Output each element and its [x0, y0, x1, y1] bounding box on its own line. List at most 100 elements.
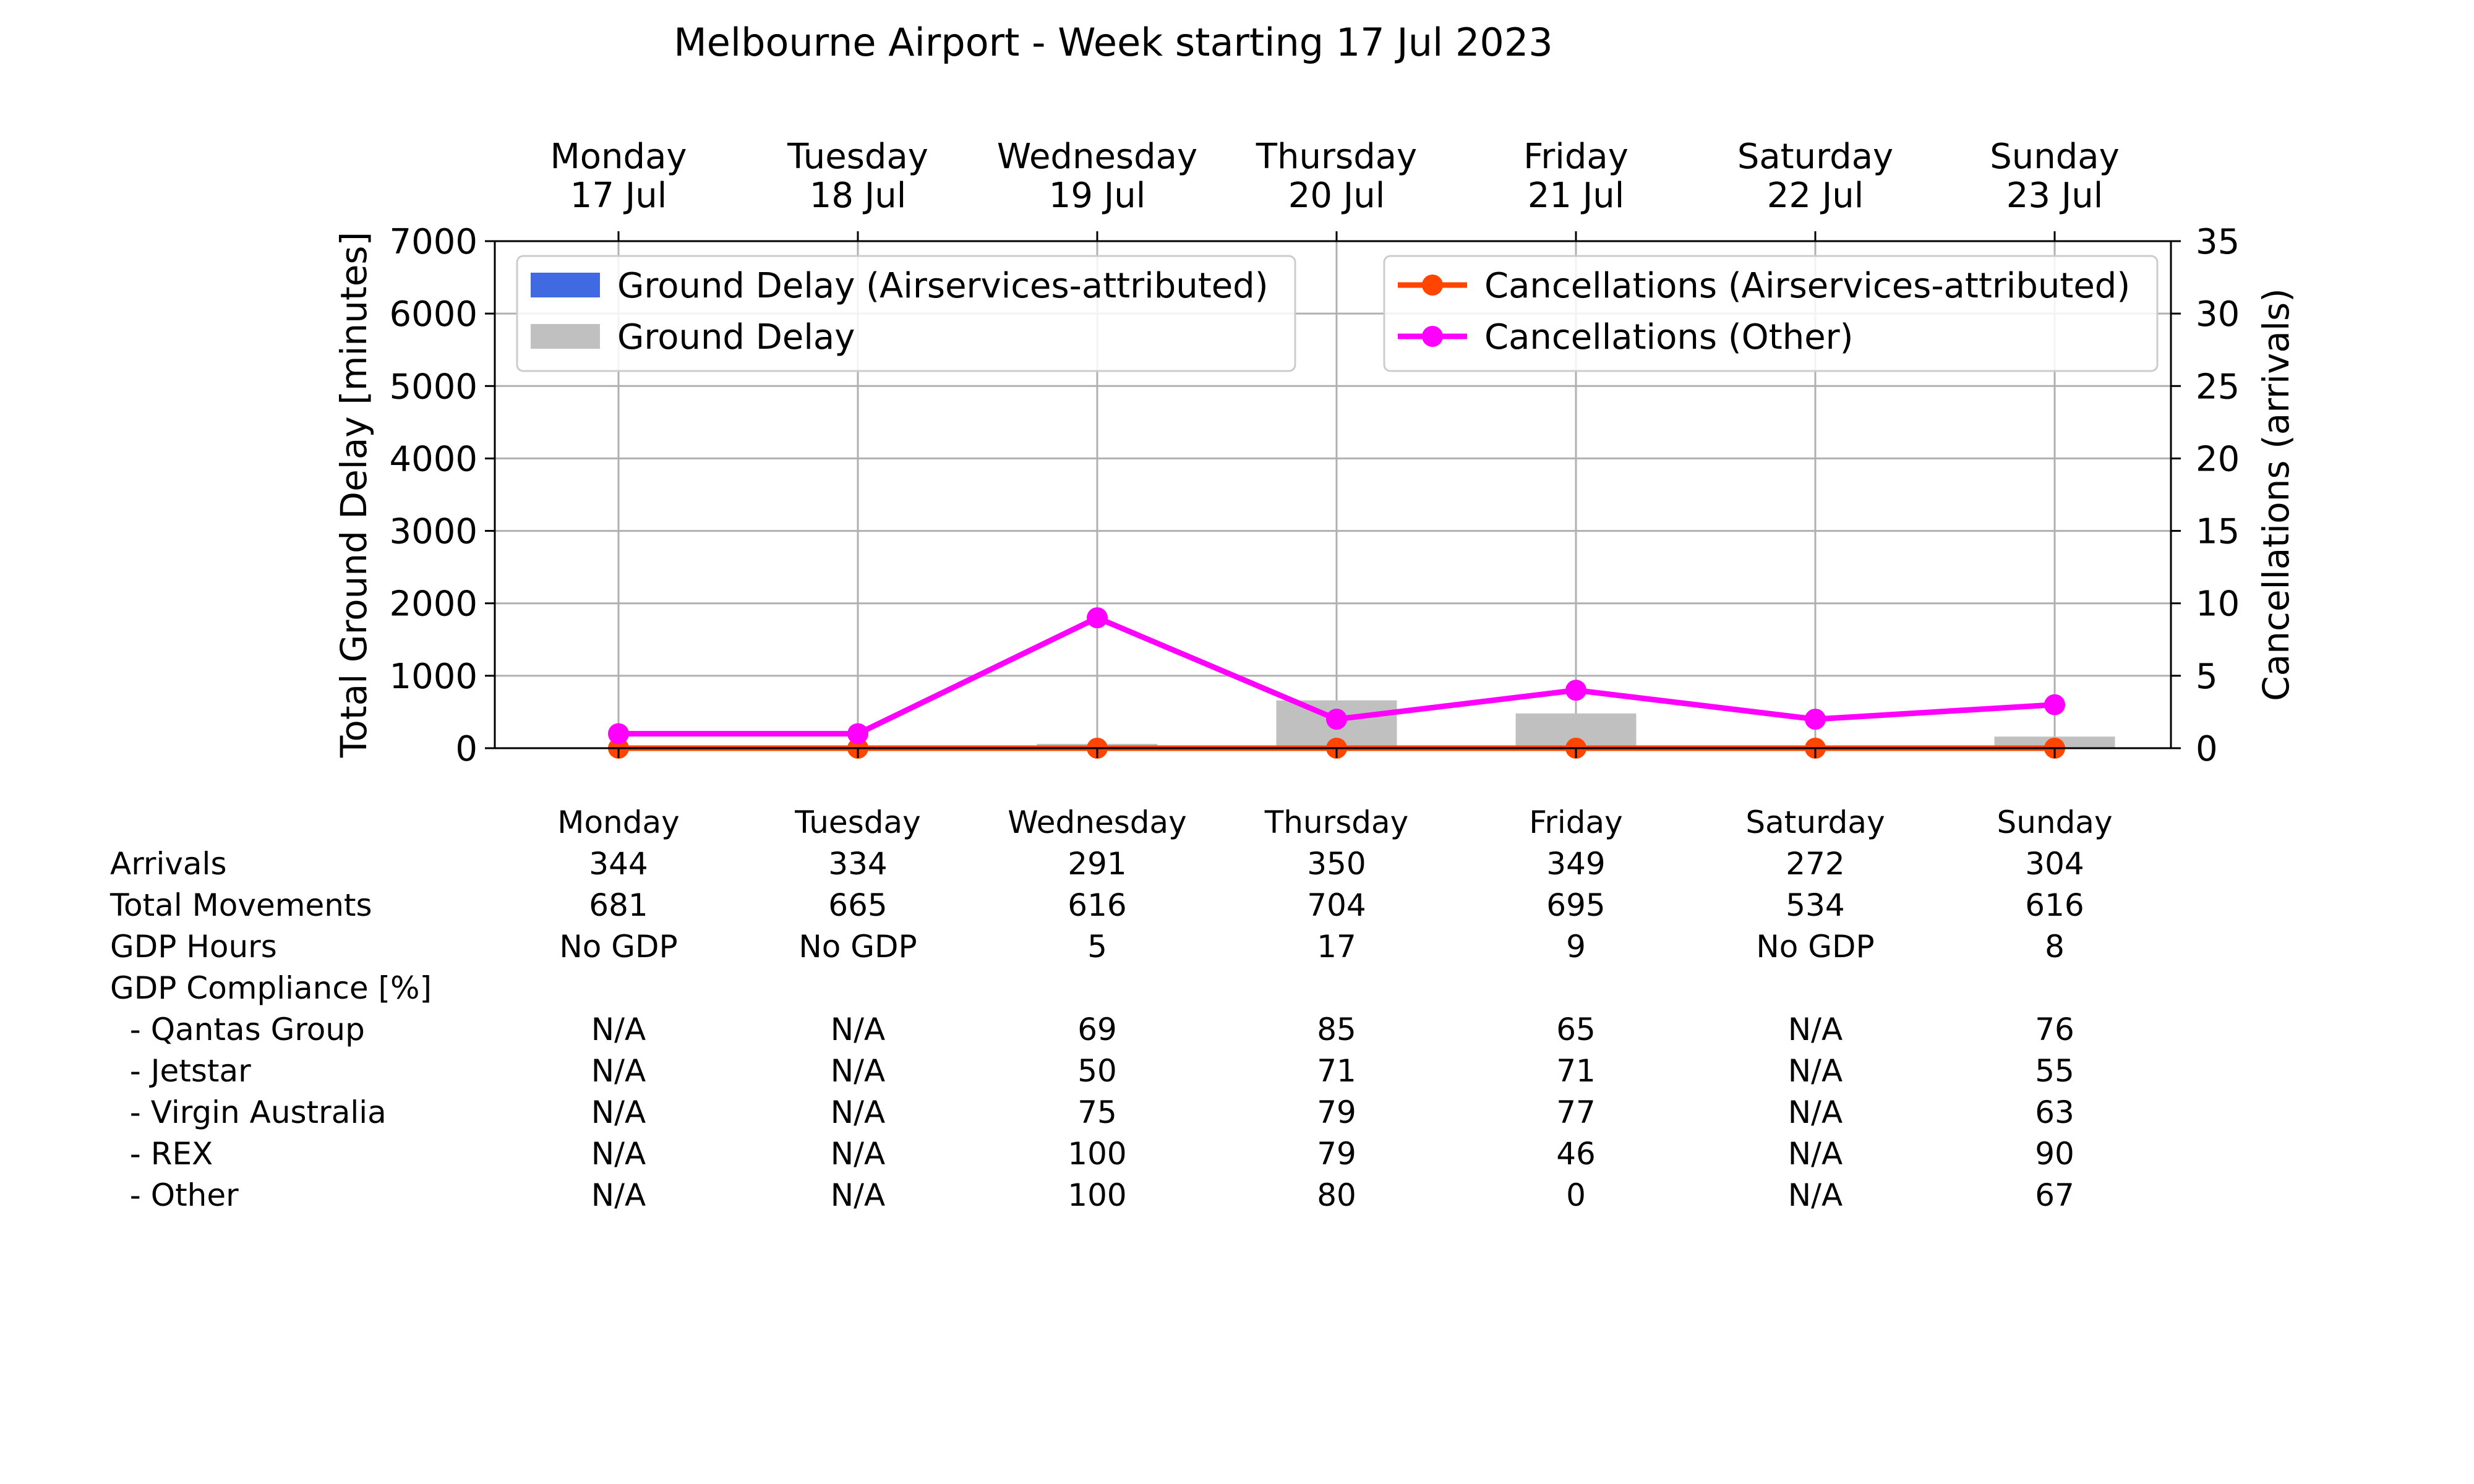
table-cell: N/A [830, 1094, 886, 1130]
y-tick-label: 3000 [389, 512, 477, 552]
table-cell: 75 [1077, 1094, 1117, 1130]
data-point [1565, 680, 1586, 701]
table-row-label: GDP Hours [110, 929, 277, 965]
table-cell: 76 [2035, 1012, 2074, 1047]
table-cell: No GDP [798, 929, 917, 965]
y2-tick-label: 25 [2196, 367, 2240, 407]
legend-label: Ground Delay (Airservices-attributed) [617, 266, 1269, 306]
legend-right: Cancellations (Airservices-attributed) Ca… [1383, 255, 2159, 372]
table-cell: 100 [1068, 1136, 1127, 1172]
table-row-label: - Qantas Group [110, 1012, 365, 1047]
legend-box [1383, 255, 2159, 372]
y-axis-left: 0 1000 2000 3000 4000 5000 6000 7000 [389, 222, 495, 769]
table-cell: No GDP [1756, 929, 1875, 965]
chart-plot: Melbourne Airport - Week starting 17 Jul… [333, 20, 2297, 769]
table-row-label: GDP Compliance [%] [110, 970, 432, 1006]
legend-marker [1422, 275, 1443, 296]
y2-tick-label: 20 [2196, 439, 2240, 479]
x-axis-top: Monday 17 Jul Tuesday 18 Jul Wednesday 19 Jul… [550, 137, 2120, 758]
y2-tick-label: 15 [2196, 512, 2240, 552]
table-row-label: - REX [110, 1136, 213, 1172]
legend-box [516, 255, 1296, 372]
legend-swatch [531, 324, 600, 349]
table-row-label: Arrivals [110, 846, 227, 882]
table-cell: 695 [1546, 887, 1606, 923]
table-cell: 77 [1556, 1094, 1596, 1130]
table-cell: N/A [830, 1012, 886, 1047]
table-cell: 350 [1307, 846, 1366, 882]
table-cell: 46 [1556, 1136, 1596, 1172]
table-cell: N/A [591, 1012, 646, 1047]
table-cell: 79 [1317, 1136, 1356, 1172]
table-column-header: Thursday [1264, 804, 1409, 840]
y-axis-label: Total Ground Delay [minutes] [333, 232, 375, 758]
y2-tick-label: 35 [2196, 222, 2240, 262]
table-cell: 534 [1786, 887, 1845, 923]
legend-left: Ground Delay (Airservices-attributed) Gro… [516, 255, 1296, 372]
table-cell: 334 [828, 846, 888, 882]
y-tick-label: 0 [455, 729, 477, 769]
table-cell: 5 [1087, 929, 1107, 965]
table-row-label: - Virgin Australia [110, 1094, 387, 1130]
legend-label: Cancellations (Airservices-attributed) [1484, 266, 2130, 306]
table-cell: 304 [2025, 846, 2084, 882]
table-cell: 67 [2035, 1177, 2074, 1213]
table-cell: 0 [1566, 1177, 1586, 1213]
legend-label: Ground Delay [617, 317, 855, 357]
table-cell: N/A [591, 1094, 646, 1130]
y2-axis-label: Cancellations (arrivals) [2255, 288, 2297, 701]
data-point [608, 723, 629, 744]
y2-tick-label: 0 [2196, 729, 2218, 769]
table-cell: 291 [1068, 846, 1127, 882]
table-cell: 344 [589, 846, 648, 882]
table-cell: 704 [1307, 887, 1366, 923]
x-tick-label: Saturday 22 Jul [1737, 137, 1893, 216]
table-cell: 55 [2035, 1053, 2074, 1089]
data-point [1087, 607, 1108, 629]
chart-title: Melbourne Airport - Week starting 17 Jul… [674, 20, 1552, 65]
y-axis-right: 0 5 10 15 20 25 30 35 [2171, 222, 2240, 769]
table-cell: N/A [1787, 1136, 1843, 1172]
table-cell: N/A [591, 1136, 646, 1172]
table-row-label: - Jetstar [110, 1053, 251, 1089]
table-cell: 665 [828, 887, 888, 923]
table-cell: 9 [1566, 929, 1586, 965]
legend-marker [1422, 326, 1443, 347]
table-cell: 63 [2035, 1094, 2074, 1130]
table-cell: 272 [1786, 846, 1845, 882]
table-column-header: Sunday [1997, 804, 2113, 840]
table-cell: 681 [589, 887, 648, 923]
x-tick-label: Tuesday 18 Jul [787, 137, 928, 216]
x-tick-label: Thursday 20 Jul [1256, 137, 1417, 216]
table-cell: 8 [2045, 929, 2065, 965]
x-tick-label: Wednesday 19 Jul [997, 137, 1197, 216]
y-tick-label: 1000 [389, 657, 477, 697]
table-cell: N/A [830, 1136, 886, 1172]
table-cell: 71 [1556, 1053, 1596, 1089]
table-cell: No GDP [559, 929, 678, 965]
data-point [2044, 694, 2065, 715]
data-point [847, 723, 868, 744]
table-cell: 616 [2025, 887, 2084, 923]
table-row-label: - Other [110, 1177, 239, 1213]
table-cell: N/A [1787, 1012, 1843, 1047]
table-cell: 71 [1317, 1053, 1356, 1089]
y-tick-label: 5000 [389, 367, 477, 407]
data-point [1326, 709, 1347, 730]
table-column-header: Wednesday [1008, 804, 1187, 840]
y-tick-label: 6000 [389, 294, 477, 335]
table-cell: N/A [830, 1177, 886, 1213]
table-cell: 349 [1546, 846, 1606, 882]
table-cell: 65 [1556, 1012, 1596, 1047]
table-cell: 50 [1077, 1053, 1117, 1089]
y2-tick-label: 30 [2196, 294, 2240, 335]
table-cell: N/A [830, 1053, 886, 1089]
table-cell: 69 [1077, 1012, 1117, 1047]
table-cell: 85 [1317, 1012, 1356, 1047]
table-column-header: Monday [557, 804, 680, 840]
data-point [1805, 709, 1826, 730]
table-cell: 80 [1317, 1177, 1356, 1213]
y-tick-label: 7000 [389, 222, 477, 262]
table-cell: N/A [1787, 1177, 1843, 1213]
table-cell: 17 [1317, 929, 1356, 965]
